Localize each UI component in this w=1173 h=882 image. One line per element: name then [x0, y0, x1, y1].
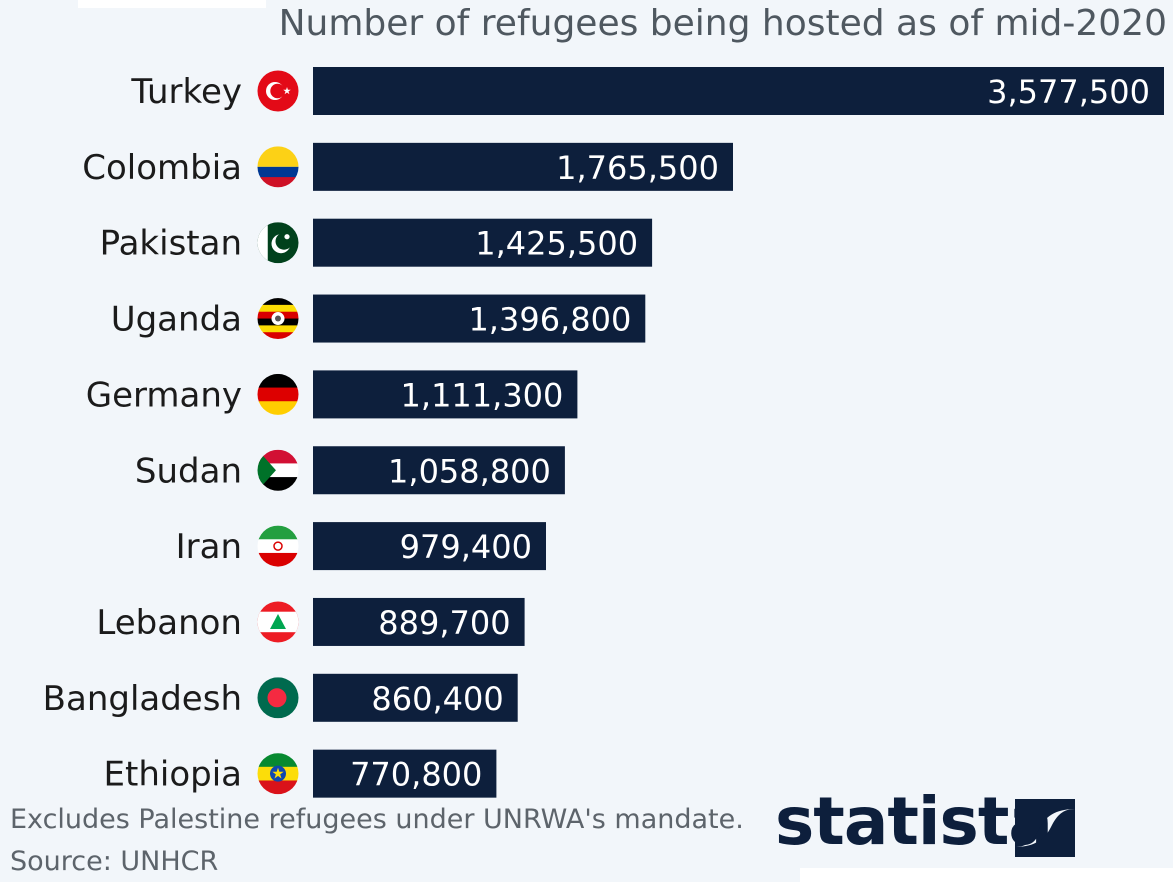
- data-label: 1,058,800: [388, 452, 551, 490]
- category-label: Sudan: [135, 451, 242, 491]
- bar-row: Lebanon 889,700: [96, 597, 525, 646]
- data-label: 1,425,500: [475, 225, 638, 263]
- bar: [313, 218, 653, 267]
- category-label: Ethiopia: [104, 755, 242, 795]
- bar: [313, 597, 525, 646]
- bar-row: Bangladesh 860,400: [43, 673, 518, 722]
- bangladesh-flag-icon: [257, 677, 299, 719]
- bar: [313, 370, 578, 419]
- top-strip: [78, 0, 266, 8]
- statista-logo-icon: [1015, 799, 1075, 857]
- data-label: 1,111,300: [401, 376, 564, 414]
- category-label: Lebanon: [96, 603, 242, 643]
- sudan-flag-icon: [257, 449, 299, 491]
- bar: [313, 522, 546, 571]
- category-label: Colombia: [82, 148, 242, 188]
- category-label: Iran: [176, 527, 242, 567]
- bar-row: Sudan 1,058,800: [135, 446, 565, 495]
- bar: [313, 673, 518, 722]
- bar: [313, 67, 1164, 115]
- footnote: Excludes Palestine refugees under UNRWA'…: [10, 804, 744, 835]
- ethiopia-flag-icon: [257, 753, 299, 795]
- category-label: Germany: [86, 375, 242, 415]
- bar-row: Turkey 3,577,500: [130, 67, 1164, 115]
- data-label: 1,765,500: [556, 149, 719, 187]
- bar-row: Germany 1,111,300: [86, 370, 578, 419]
- bar-row: Uganda 1,396,800: [111, 294, 646, 343]
- statista-logo: statista: [775, 783, 1075, 860]
- data-label: 860,400: [371, 680, 503, 718]
- bar: [313, 142, 733, 191]
- bar: [313, 446, 565, 495]
- data-label: 1,396,800: [468, 301, 631, 339]
- uganda-flag-icon: [257, 298, 299, 340]
- data-label: 770,800: [350, 756, 482, 794]
- category-label: Uganda: [111, 300, 242, 340]
- category-label: Bangladesh: [43, 679, 242, 719]
- data-label: 979,400: [400, 528, 532, 566]
- bar-row: Pakistan 1,425,500: [100, 218, 653, 267]
- iran-flag-icon: [257, 525, 299, 567]
- category-label: Turkey: [130, 72, 242, 112]
- bottom-strip: [800, 868, 1173, 882]
- colombia-flag-icon: [257, 146, 299, 188]
- bar-row: Colombia 1,765,500: [82, 142, 733, 191]
- bar-row: Ethiopia 770,800: [104, 749, 497, 798]
- lebanon-flag-icon: [257, 601, 299, 643]
- category-label: Pakistan: [100, 224, 242, 264]
- source-note: Source: UNHCR: [10, 846, 219, 877]
- bar: [313, 749, 497, 798]
- logo-text: statista: [775, 783, 1053, 860]
- germany-flag-icon: [257, 373, 299, 415]
- turkey-flag-icon: [257, 70, 299, 112]
- bar-row: Iran 979,400: [176, 522, 546, 571]
- data-label: 3,577,500: [987, 73, 1150, 111]
- pakistan-flag-icon: [257, 222, 299, 264]
- data-label: 889,700: [378, 604, 510, 642]
- chart-title: Number of refugees being hosted as of mi…: [278, 3, 1167, 44]
- bar: [313, 294, 646, 343]
- bar-chart: Turkey 3,577,500 Colombia 1,765,500 Pakistan…: [43, 67, 1164, 798]
